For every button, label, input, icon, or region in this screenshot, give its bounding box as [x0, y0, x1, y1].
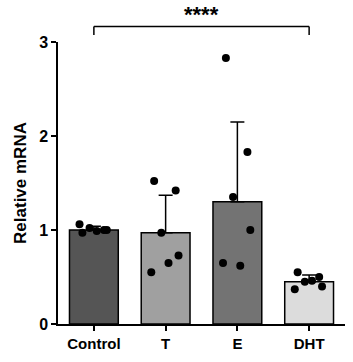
svg-text:****: **** — [184, 2, 219, 27]
svg-text:DHT: DHT — [294, 335, 325, 352]
svg-text:3: 3 — [39, 34, 48, 51]
svg-text:0: 0 — [39, 316, 48, 333]
svg-text:T: T — [161, 335, 170, 352]
svg-text:1: 1 — [39, 222, 48, 239]
svg-text:Control: Control — [67, 335, 120, 352]
svg-text:Relative mRNA: Relative mRNA — [11, 122, 30, 244]
svg-text:E: E — [232, 335, 242, 352]
svg-text:2: 2 — [39, 128, 48, 145]
